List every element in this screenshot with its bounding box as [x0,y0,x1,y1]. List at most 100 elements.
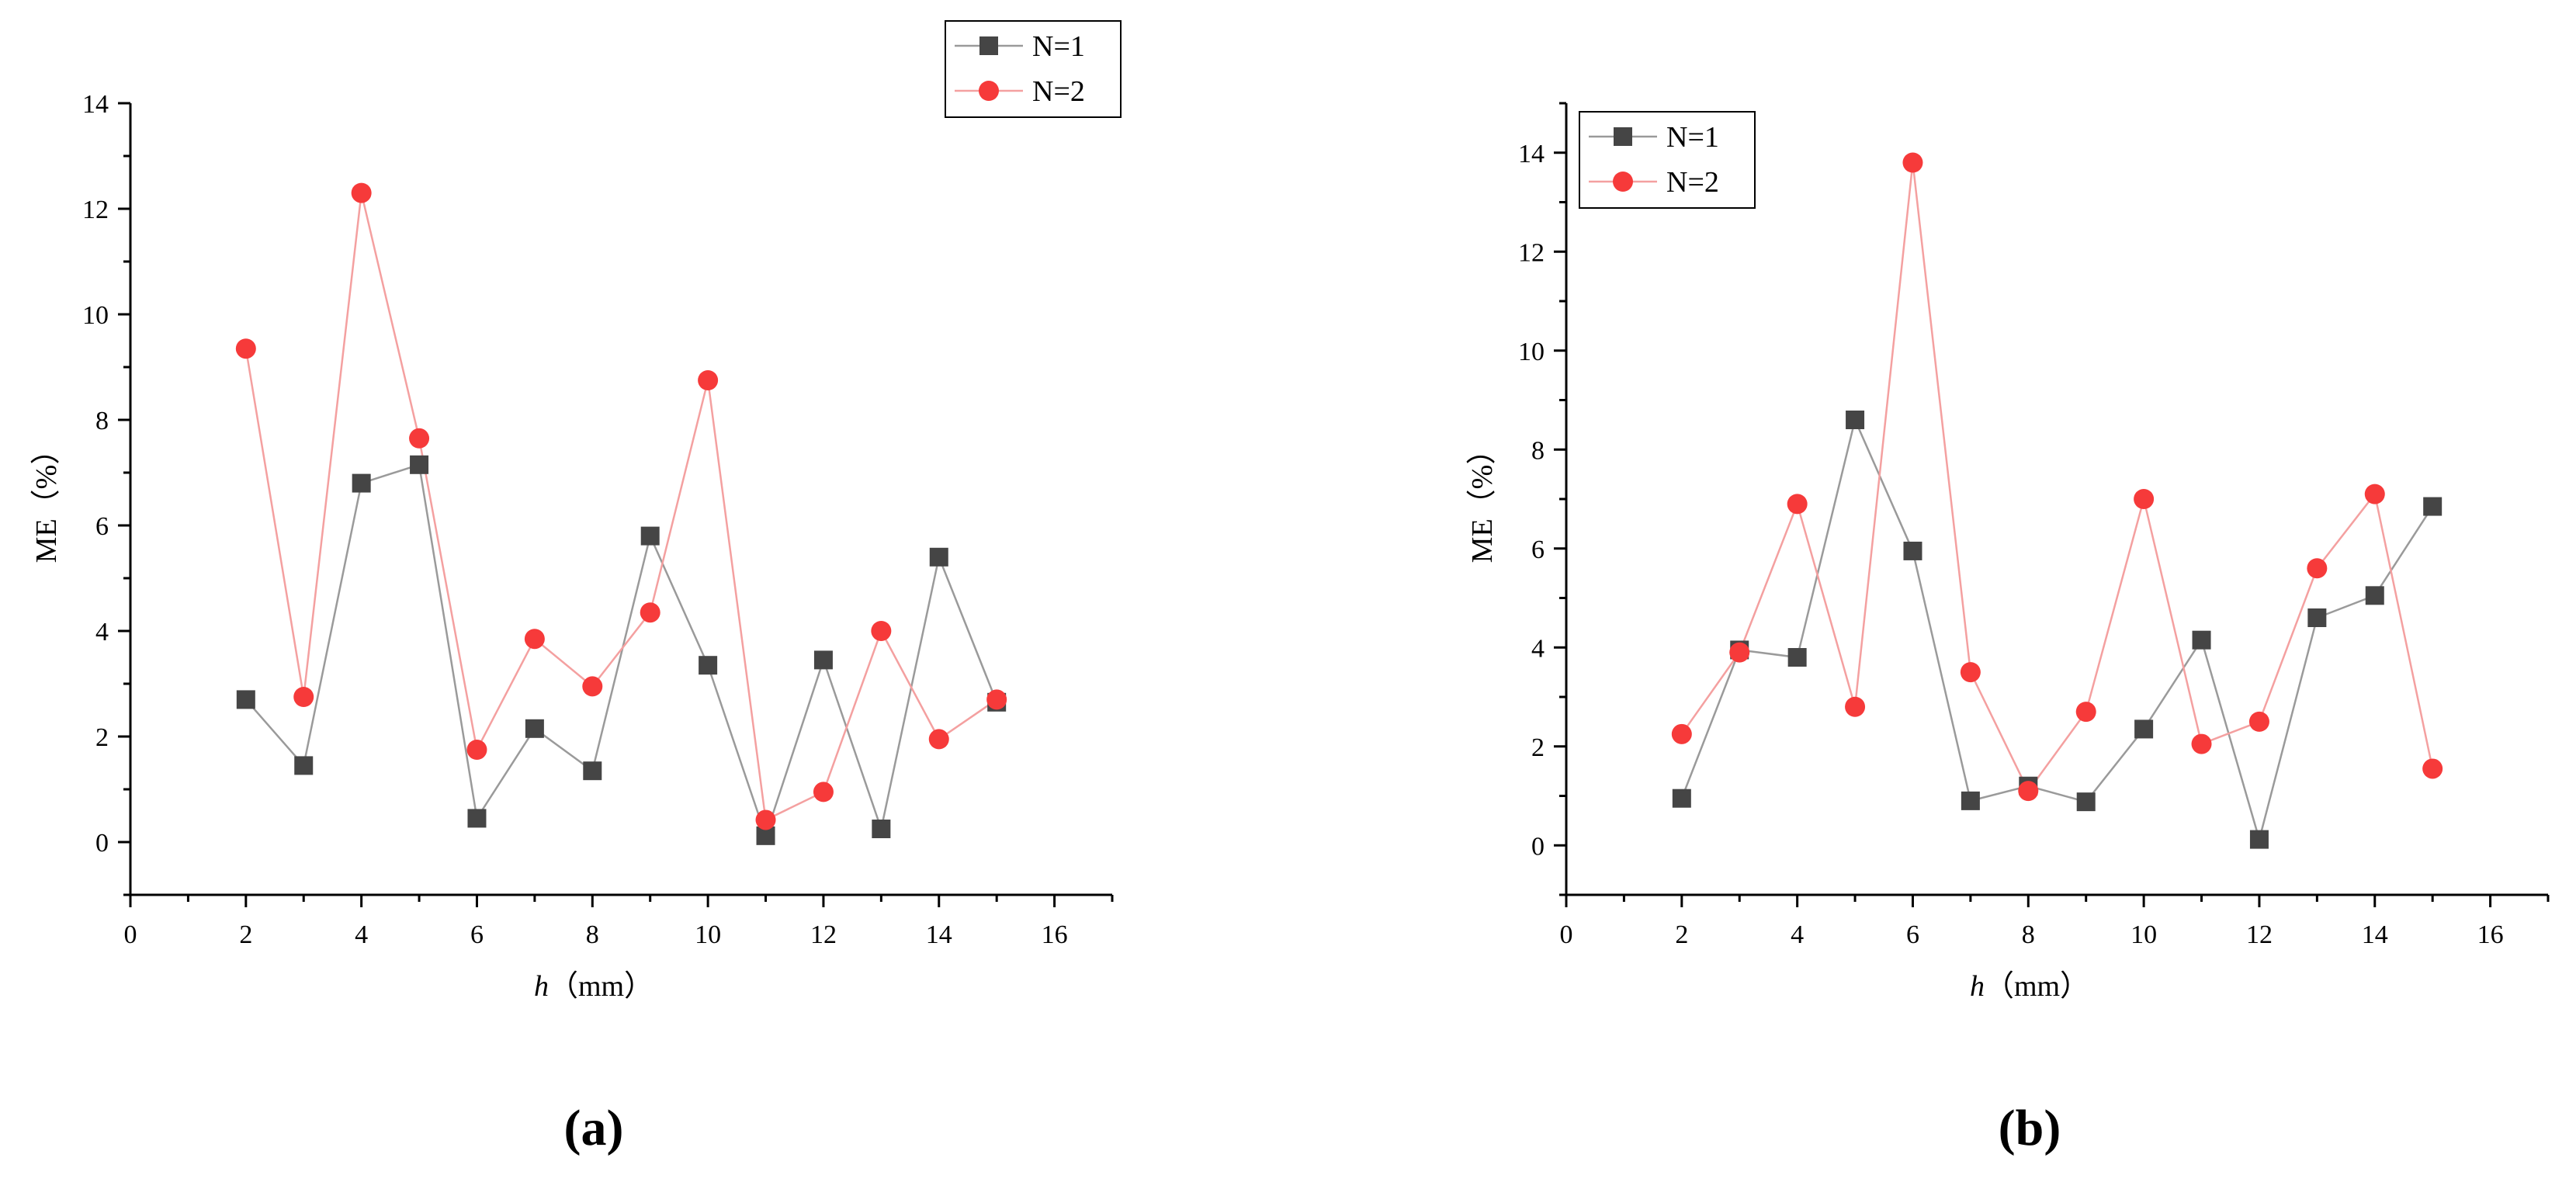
legend-label: N=1 [1666,121,1719,154]
data-point-N=1 [872,820,891,838]
data-point-N=2 [640,602,660,623]
x-tick-label: 16 [1042,920,1068,949]
data-point-N=2 [755,809,776,830]
data-point-N=1 [929,547,948,567]
y-tick-label: 4 [95,618,109,646]
data-point-N=2 [409,428,430,449]
data-point-N=2 [2191,733,2212,754]
data-point-N=2 [813,782,834,802]
data-point-N=1 [1846,411,1865,429]
x-axis-title-unit: （mm） [1985,970,2089,1003]
y-tick-label: 8 [95,407,109,435]
x-tick-label: 10 [2130,920,2157,949]
data-point-N=1 [467,809,487,828]
y-tick-label: 6 [95,512,109,541]
y-tick-label: 10 [82,301,109,330]
x-tick-label: 16 [2477,920,2504,949]
data-point-N=2 [2248,711,2269,732]
x-tick-label: 14 [926,920,952,949]
y-tick-label: 8 [1531,436,1545,465]
y-tick-label: 12 [82,196,109,224]
y-tick-label: 0 [95,829,109,858]
data-point-N=2 [466,740,487,760]
data-point-N=2 [986,689,1007,710]
data-point-N=1 [813,650,833,670]
data-point-N=1 [236,690,255,709]
legend-label: N=2 [1032,75,1085,108]
x-tick-label: 4 [355,920,368,949]
data-point-N=2 [1671,723,1692,744]
data-point-N=2 [871,621,892,641]
data-point-N=2 [1787,494,1808,515]
x-axis-title-unit: （mm） [549,970,654,1003]
data-point-N=1 [1672,789,1691,808]
y-tick-label: 6 [1531,536,1545,564]
data-point-N=1 [2249,830,2269,849]
x-tick-label: 0 [124,920,137,949]
legend-label: N=2 [1666,166,1719,199]
y-tick-label: 14 [82,90,109,119]
data-point-N=2 [2364,484,2385,504]
data-point-N=1 [2192,630,2211,650]
y-tick-label: 4 [1531,634,1545,663]
panel-label: (b) [1999,1100,2061,1156]
y-tick-label: 12 [1518,238,1545,267]
y-axis-title: ME（%） [30,435,63,563]
x-tick-label: 6 [1906,920,1919,949]
data-point-N=1 [294,756,314,775]
data-point-N=1 [699,656,718,675]
data-point-N=1 [583,761,602,781]
legend-label: N=1 [1032,30,1085,63]
data-point-N=2 [351,182,372,203]
data-point-N=2 [2134,489,2155,509]
data-point-N=1 [410,455,429,474]
data-point-N=1 [525,719,544,738]
x-tick-label: 8 [2022,920,2035,949]
data-point-N=1 [1787,648,1807,667]
data-point-N=2 [293,687,314,707]
data-point-N=1 [2365,586,2384,605]
series-line-N=1 [244,463,998,839]
x-axis-title-variable: h [534,970,549,1003]
x-tick-label: 12 [2246,920,2273,949]
y-tick-label: 2 [1531,733,1545,762]
x-tick-label: 2 [1675,920,1688,949]
x-tick-label: 4 [1791,920,1804,949]
data-point-N=1 [2076,792,2096,812]
data-point-N=1 [640,526,660,546]
data-point-N=1 [2423,497,2443,516]
chart-a: 0 2 4 6 8 10 12 14 16 0 2 4 6 8 10 12 14 ME（%） h（mm） N=1 N=2… [30,20,1122,1156]
data-point-N=1 [352,473,371,493]
series-line-N=2 [244,192,997,822]
data-point-N=2 [2307,558,2328,579]
legend-marker-N=2 [979,81,999,101]
data-point-N=2 [1960,662,1981,683]
series-line-N=2 [1680,162,2434,793]
legend-marker-N=1 [979,36,998,55]
x-tick-label: 14 [2362,920,2388,949]
data-point-N=2 [1845,696,1866,717]
x-tick-label: 2 [239,920,252,949]
y-axis-title: ME（%） [1466,435,1499,563]
data-point-N=1 [2307,608,2327,627]
data-point-N=2 [2422,758,2443,779]
x-tick-label: 0 [1560,920,1573,949]
x-tick-label: 8 [586,920,599,949]
data-point-N=2 [2018,781,2039,802]
chart-b: 0 2 4 6 8 10 12 14 16 0 2 4 6 8 10 12 14 ME（%） h（mm） N=1 N=2… [1466,102,2550,1156]
x-tick-label: 12 [810,920,837,949]
data-point-N=2 [698,370,719,390]
data-point-N=2 [2075,702,2096,723]
data-point-N=2 [524,629,545,650]
panel-label: (a) [564,1100,624,1156]
data-point-N=2 [928,729,949,750]
data-point-N=1 [1961,791,1980,810]
y-tick-label: 0 [1531,832,1545,861]
data-point-N=1 [2134,719,2154,739]
y-tick-label: 2 [95,723,109,752]
data-point-N=2 [1902,152,1923,173]
legend-box [1579,111,1756,209]
y-tick-label: 14 [1518,140,1545,168]
x-axis-title: h（mm） [534,970,654,1003]
data-point-N=2 [1729,642,1750,663]
